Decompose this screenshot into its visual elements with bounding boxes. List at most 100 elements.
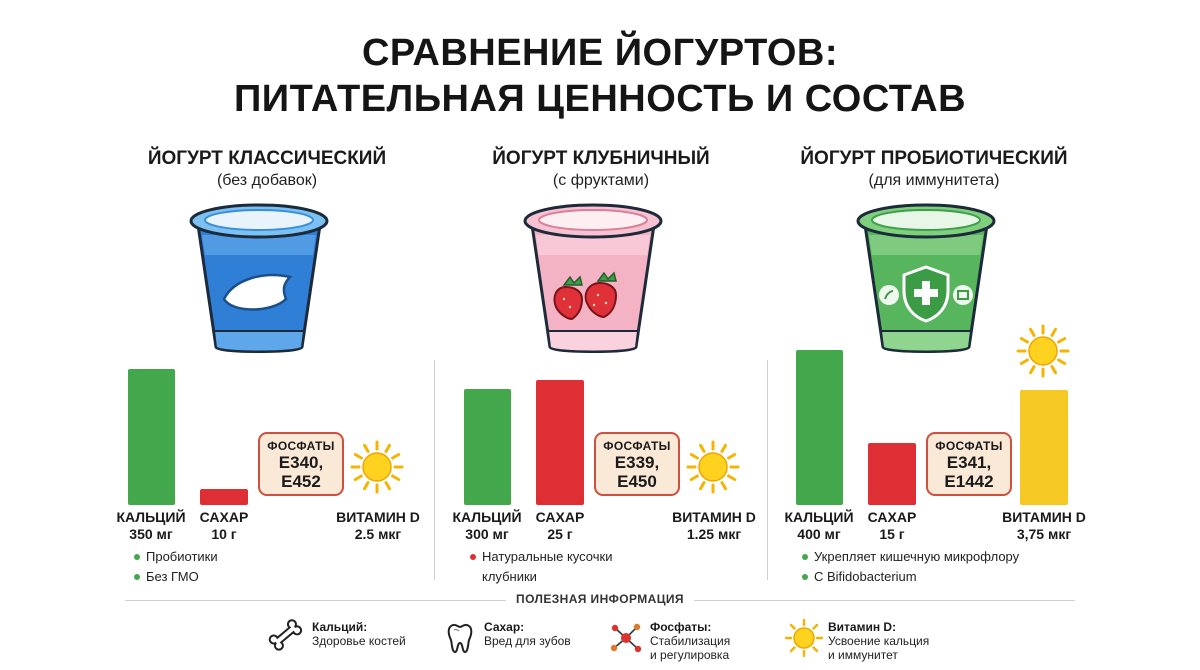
molecule-icon [610,623,642,653]
feature-list: Пробиотики Без ГМО [134,547,394,587]
phosphates-label: ФОСФАТЫ [935,439,1003,453]
phosphates-label: ФОСФАТЫ [603,439,671,453]
info-head: Фосфаты: [650,620,712,634]
bar-label-value: 25 г [547,526,573,542]
bar-label-name: КАЛЬЦИЙ [116,509,186,525]
info-text: Витамин D: Усвоение кальция и иммунитет [828,620,929,662]
info-head: Витамин D: [828,620,897,634]
sugar-label: САХАР 10 г [179,509,269,543]
phosphates-badge: ФОСФАТЫ E341, E1442 [926,432,1012,496]
panel-title: ЙОГУРТ ПРОБИОТИЧЕСКИЙ [800,148,1068,169]
feature-text: Укрепляет кишечную микрофлору [814,549,1020,564]
bar-label-value: 15 г [879,526,905,542]
info-desc: Усвоение кальция [828,634,930,648]
yogurt-panel: ЙОГУРТ ПРОБИОТИЧЕСКИЙ (для иммунитета) [767,140,1101,590]
phosphates-code: E339, [614,453,660,472]
feature-list: Натуральные кусочки клубники [470,547,650,587]
shield-plus-icon [879,265,973,323]
vitamin-d-label: ВИТАМИН D 2.5 мкг [333,509,423,543]
bullet-dot-icon [134,574,140,580]
phosphates-code: E340, [278,453,324,472]
calcium-bar [464,388,511,505]
bar-label-name: САХАР [199,509,249,525]
yogurt-cup-icon [856,203,996,353]
phosphates-code: E450 [617,472,657,491]
sun-icon [686,440,740,494]
panel-title: ЙОГУРТ КЛАССИЧЕСКИЙ [147,148,387,169]
feature-item: С Bifidobacterium [802,567,1062,587]
panel-subtitle: (без добавок) [216,172,318,189]
feature-text: Пробиотики [146,549,218,564]
phosphates-code: E1442 [944,472,994,491]
bar-label-name: КАЛЬЦИЙ [784,509,854,525]
sun-icon [1016,324,1070,378]
info-text: Сахар: Вред для зубов [484,620,571,648]
bar-label-name: ВИТАМИН D [1002,509,1086,525]
feature-list: Укрепляет кишечную микрофлору С Bifidoba… [802,547,1062,587]
info-text: Кальций: Здоровье костей [312,620,406,648]
tooth-icon [447,623,473,653]
vitamin-d-bar [1020,390,1068,505]
feature-text: Без ГМО [146,569,199,584]
vitamin-d-label: ВИТАМИН D 1.25 мкг [669,509,759,543]
calcium-bar [796,350,843,505]
phosphates-code: E452 [281,472,321,491]
strawberry-icon [553,271,618,321]
phosphates-badge: ФОСФАТЫ E339, E450 [594,432,680,496]
bar-label-value: 300 мг [465,526,509,542]
bar-label-name: ВИТАМИН D [672,509,756,525]
sugar-label: САХАР 25 г [515,509,605,543]
bone-icon [268,619,303,651]
bar-label-value: 3,75 мкг [1016,526,1072,542]
bar-label-value: 2.5 мкг [354,526,402,542]
vitamin-d-label: ВИТАМИН D 3,75 мкг [999,509,1089,543]
title-line-1: СРАВНЕНИЕ ЙОГУРТОВ: [361,32,839,74]
page-title: СРАВНЕНИЕ ЙОГУРТОВ: ПИТАТЕЛЬНАЯ ЦЕННОСТЬ… [0,30,1200,122]
yogurt-splash-icon [222,273,293,311]
bar-label-value: 400 мг [797,526,841,542]
sun-icon [350,440,404,494]
bar-label-name: ВИТАМИН D [336,509,420,525]
feature-item: Укрепляет кишечную микрофлору [802,547,1062,567]
yogurt-panel: ЙОГУРТ КЛАССИЧЕСКИЙ (без добавок) [100,140,434,590]
sugar-bar [200,489,248,505]
yogurt-cup-icon [189,203,329,353]
yogurt-cup-icon [523,203,663,353]
bullet-dot-icon [134,554,140,560]
bullet-dot-icon [470,554,476,560]
calcium-label: КАЛЬЦИЙ 300 мг [442,509,532,543]
sun-icon [784,618,824,658]
feature-item: Пробиотики [134,547,394,567]
info-desc: Стабилизация [650,634,731,648]
sugar-bar [536,380,584,505]
info-desc: Здоровье костей [312,634,406,648]
bar-label-value: 1.25 мкг [686,526,742,542]
calcium-label: КАЛЬЦИЙ 400 мг [774,509,864,543]
sun-icon [1016,324,1070,378]
panel-title: ЙОГУРТ КЛУБНИЧНЫЙ [492,148,710,169]
calcium-label: КАЛЬЦИЙ 350 мг [106,509,196,543]
panel-subtitle: (для иммунитета) [868,172,1000,189]
info-desc: и регулировка [650,648,730,662]
feature-text: Натуральные кусочки клубники [482,549,613,584]
sun-icon [350,440,404,494]
bar-label-value: 350 мг [129,526,173,542]
phosphates-code: E341, [946,453,992,472]
panel-divider [767,360,768,580]
sugar-bar [868,443,916,505]
bullet-dot-icon [802,574,808,580]
phosphates-label: ФОСФАТЫ [267,439,335,453]
sugar-label: САХАР 15 г [847,509,937,543]
bar-label-value: 10 г [211,526,237,542]
info-head: Кальций: [312,620,368,634]
bullet-dot-icon [802,554,808,560]
info-title: ПОЛЕЗНАЯ ИНФОРМАЦИЯ [0,592,1200,606]
feature-item: Натуральные кусочки клубники [470,547,650,587]
title-line-2: ПИТАТЕЛЬНАЯ ЦЕННОСТЬ И СОСТАВ [233,78,967,120]
panel-subtitle: (с фруктами) [552,172,650,189]
calcium-bar [128,369,175,505]
info-desc: Вред для зубов [484,634,571,648]
info-text: Фосфаты: Стабилизация и регулировка [650,620,730,662]
feature-text: С Bifidobacterium [814,569,917,584]
info-head: Сахар: [484,620,525,634]
